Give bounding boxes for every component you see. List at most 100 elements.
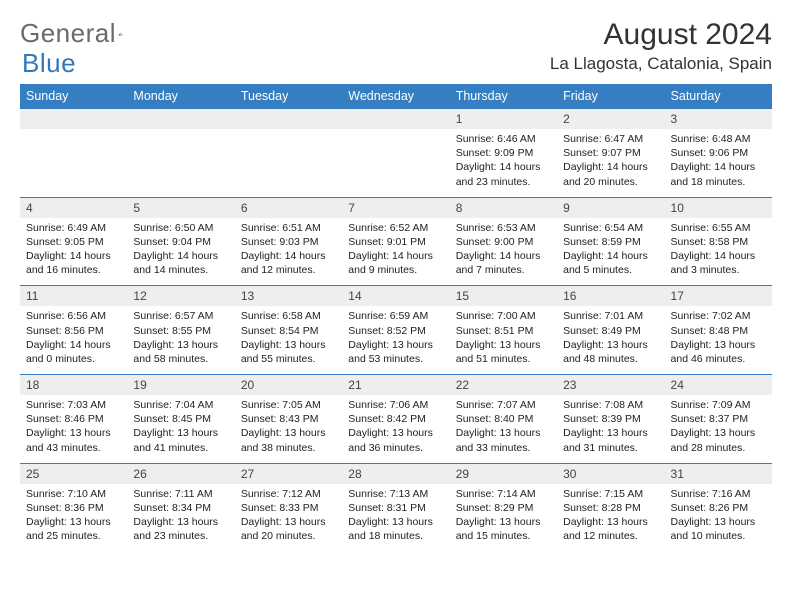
daylight-text-1: Daylight: 14 hours — [671, 160, 766, 174]
day-number-cell — [127, 109, 234, 130]
day-number-cell: 20 — [235, 375, 342, 396]
day-header: Friday — [557, 84, 664, 109]
logo: General — [20, 18, 144, 49]
day-info-cell: Sunrise: 7:12 AMSunset: 8:33 PMDaylight:… — [235, 484, 342, 552]
sunrise-text: Sunrise: 7:07 AM — [456, 398, 551, 412]
day-number-cell: 22 — [450, 375, 557, 396]
day-number-cell: 7 — [342, 197, 449, 218]
sunrise-text: Sunrise: 6:51 AM — [241, 221, 336, 235]
day-info-cell: Sunrise: 6:52 AMSunset: 9:01 PMDaylight:… — [342, 218, 449, 286]
day-number-cell: 3 — [665, 109, 772, 130]
sunrise-text: Sunrise: 7:11 AM — [133, 487, 228, 501]
daylight-text-2: and 9 minutes. — [348, 263, 443, 277]
month-title: August 2024 — [550, 18, 772, 52]
day-info-cell: Sunrise: 6:48 AMSunset: 9:06 PMDaylight:… — [665, 129, 772, 197]
day-info-cell: Sunrise: 6:55 AMSunset: 8:58 PMDaylight:… — [665, 218, 772, 286]
sunset-text: Sunset: 9:01 PM — [348, 235, 443, 249]
day-info-cell: Sunrise: 7:02 AMSunset: 8:48 PMDaylight:… — [665, 306, 772, 374]
week-number-row: 25262728293031 — [20, 463, 772, 484]
daylight-text-2: and 16 minutes. — [26, 263, 121, 277]
sunrise-text: Sunrise: 7:08 AM — [563, 398, 658, 412]
day-number-cell: 21 — [342, 375, 449, 396]
daylight-text-2: and 3 minutes. — [671, 263, 766, 277]
daylight-text-1: Daylight: 14 hours — [241, 249, 336, 263]
day-info-cell: Sunrise: 6:58 AMSunset: 8:54 PMDaylight:… — [235, 306, 342, 374]
daylight-text-1: Daylight: 13 hours — [671, 515, 766, 529]
sunset-text: Sunset: 9:05 PM — [26, 235, 121, 249]
sunrise-text: Sunrise: 7:10 AM — [26, 487, 121, 501]
sunrise-text: Sunrise: 6:46 AM — [456, 132, 551, 146]
week-info-row: Sunrise: 7:10 AMSunset: 8:36 PMDaylight:… — [20, 484, 772, 552]
calendar-head: Sunday Monday Tuesday Wednesday Thursday… — [20, 84, 772, 109]
daylight-text-1: Daylight: 14 hours — [671, 249, 766, 263]
day-number-cell: 23 — [557, 375, 664, 396]
logo-line2: Blue — [22, 48, 76, 79]
daylight-text-2: and 18 minutes. — [671, 175, 766, 189]
sunset-text: Sunset: 8:37 PM — [671, 412, 766, 426]
sunset-text: Sunset: 9:07 PM — [563, 146, 658, 160]
week-number-row: 11121314151617 — [20, 286, 772, 307]
day-info-cell: Sunrise: 7:05 AMSunset: 8:43 PMDaylight:… — [235, 395, 342, 463]
sunrise-text: Sunrise: 6:54 AM — [563, 221, 658, 235]
sunset-text: Sunset: 8:31 PM — [348, 501, 443, 515]
daylight-text-2: and 55 minutes. — [241, 352, 336, 366]
day-header: Saturday — [665, 84, 772, 109]
day-number-cell: 12 — [127, 286, 234, 307]
day-info-cell: Sunrise: 7:03 AMSunset: 8:46 PMDaylight:… — [20, 395, 127, 463]
sunset-text: Sunset: 9:00 PM — [456, 235, 551, 249]
daylight-text-2: and 48 minutes. — [563, 352, 658, 366]
daylight-text-2: and 20 minutes. — [563, 175, 658, 189]
sunrise-text: Sunrise: 7:13 AM — [348, 487, 443, 501]
day-header: Wednesday — [342, 84, 449, 109]
day-number-cell — [342, 109, 449, 130]
day-number-cell: 16 — [557, 286, 664, 307]
sunset-text: Sunset: 8:46 PM — [26, 412, 121, 426]
sunrise-text: Sunrise: 6:57 AM — [133, 309, 228, 323]
sunset-text: Sunset: 9:03 PM — [241, 235, 336, 249]
day-info-cell: Sunrise: 7:15 AMSunset: 8:28 PMDaylight:… — [557, 484, 664, 552]
sunrise-text: Sunrise: 6:59 AM — [348, 309, 443, 323]
day-info-cell: Sunrise: 6:47 AMSunset: 9:07 PMDaylight:… — [557, 129, 664, 197]
daylight-text-2: and 23 minutes. — [133, 529, 228, 543]
week-number-row: 45678910 — [20, 197, 772, 218]
daylight-text-2: and 14 minutes. — [133, 263, 228, 277]
sunset-text: Sunset: 8:29 PM — [456, 501, 551, 515]
daylight-text-1: Daylight: 14 hours — [26, 338, 121, 352]
daylight-text-1: Daylight: 13 hours — [563, 338, 658, 352]
sunset-text: Sunset: 9:09 PM — [456, 146, 551, 160]
daylight-text-2: and 33 minutes. — [456, 441, 551, 455]
sunrise-text: Sunrise: 6:52 AM — [348, 221, 443, 235]
day-info-cell: Sunrise: 7:16 AMSunset: 8:26 PMDaylight:… — [665, 484, 772, 552]
day-number-cell: 27 — [235, 463, 342, 484]
sunset-text: Sunset: 8:49 PM — [563, 324, 658, 338]
daylight-text-2: and 41 minutes. — [133, 441, 228, 455]
sunset-text: Sunset: 8:26 PM — [671, 501, 766, 515]
title-block: August 2024 La Llagosta, Catalonia, Spai… — [550, 18, 772, 74]
day-header: Thursday — [450, 84, 557, 109]
daylight-text-1: Daylight: 14 hours — [563, 160, 658, 174]
day-info-cell: Sunrise: 6:54 AMSunset: 8:59 PMDaylight:… — [557, 218, 664, 286]
sunrise-text: Sunrise: 7:14 AM — [456, 487, 551, 501]
week-info-row: Sunrise: 7:03 AMSunset: 8:46 PMDaylight:… — [20, 395, 772, 463]
daylight-text-2: and 12 minutes. — [563, 529, 658, 543]
day-number-cell: 18 — [20, 375, 127, 396]
sunset-text: Sunset: 8:51 PM — [456, 324, 551, 338]
day-number-cell: 13 — [235, 286, 342, 307]
sunrise-text: Sunrise: 7:12 AM — [241, 487, 336, 501]
daylight-text-1: Daylight: 13 hours — [133, 338, 228, 352]
day-number-cell: 17 — [665, 286, 772, 307]
daylight-text-2: and 18 minutes. — [348, 529, 443, 543]
day-info-cell: Sunrise: 6:51 AMSunset: 9:03 PMDaylight:… — [235, 218, 342, 286]
logo-text-1: General — [20, 18, 116, 49]
day-number-cell: 9 — [557, 197, 664, 218]
day-number-cell: 15 — [450, 286, 557, 307]
daylight-text-1: Daylight: 13 hours — [348, 338, 443, 352]
day-number-cell: 4 — [20, 197, 127, 218]
daylight-text-2: and 43 minutes. — [26, 441, 121, 455]
daylight-text-2: and 58 minutes. — [133, 352, 228, 366]
daylight-text-2: and 46 minutes. — [671, 352, 766, 366]
sunset-text: Sunset: 9:06 PM — [671, 146, 766, 160]
daylight-text-1: Daylight: 13 hours — [671, 338, 766, 352]
calendar-table: Sunday Monday Tuesday Wednesday Thursday… — [20, 84, 772, 551]
sunrise-text: Sunrise: 7:01 AM — [563, 309, 658, 323]
